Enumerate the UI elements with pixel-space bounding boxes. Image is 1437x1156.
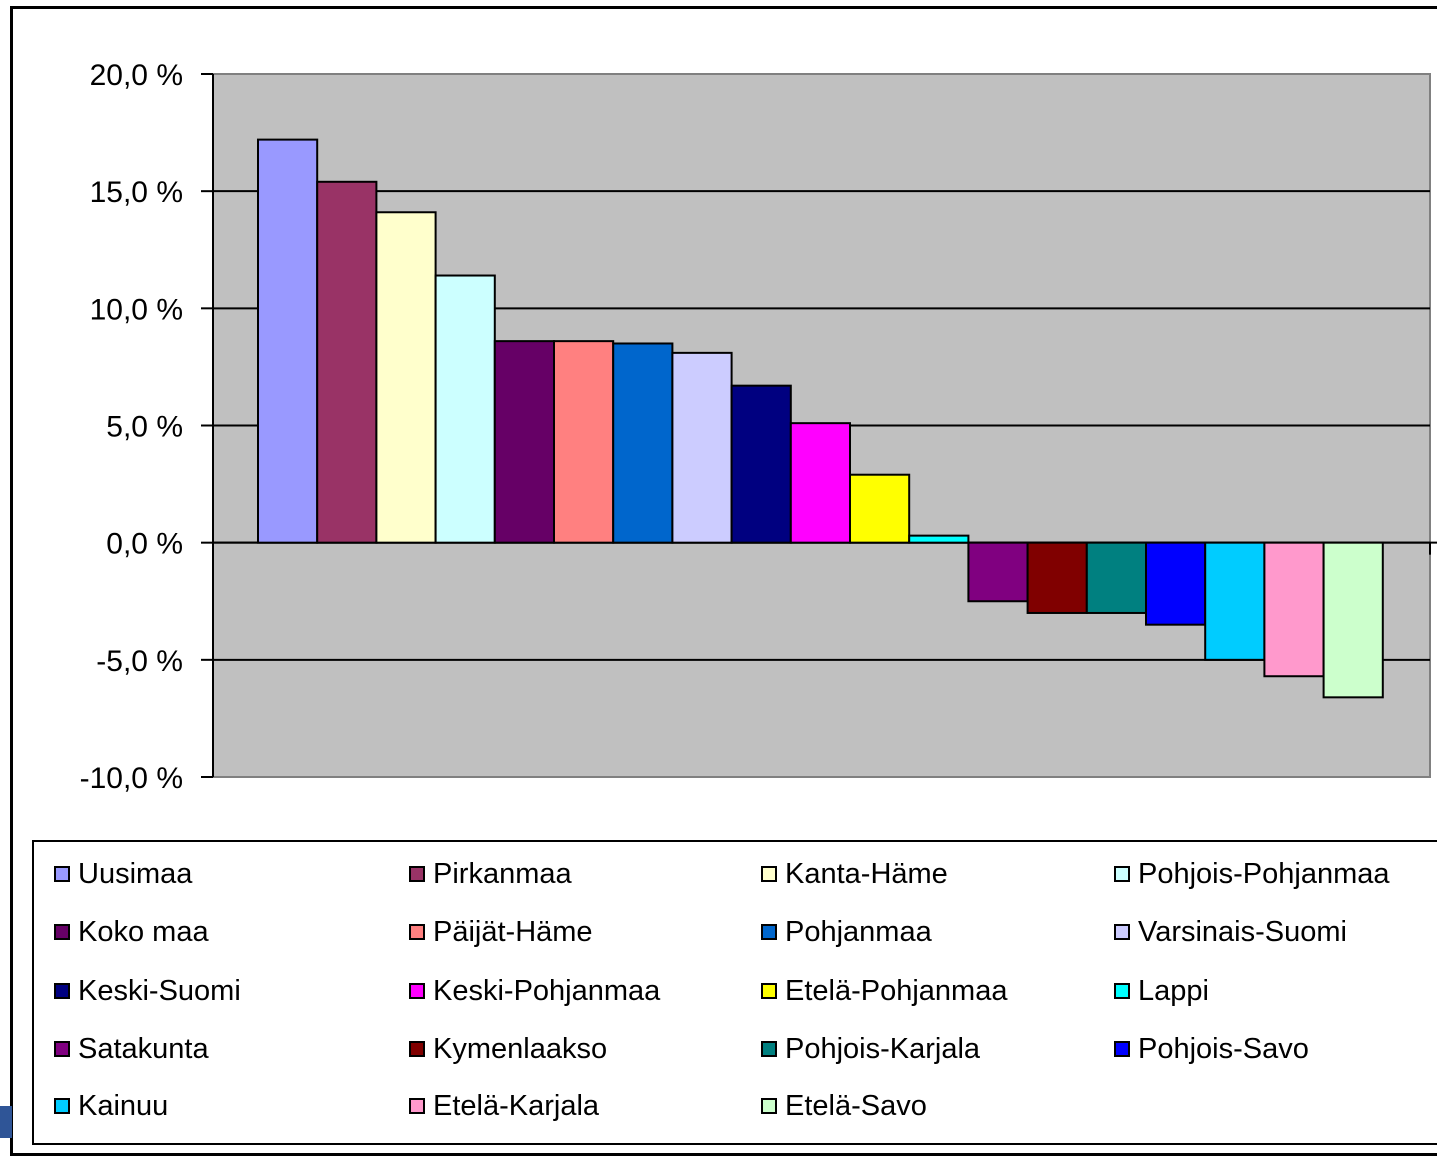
legend-item: Kanta-Häme (761, 856, 948, 892)
legend-item: Koko maa (54, 914, 209, 950)
legend-swatch (54, 866, 70, 882)
legend-item: Kainuu (54, 1088, 168, 1124)
legend-swatch (409, 866, 425, 882)
bar-koko-maa (493, 340, 555, 544)
legend-label: Varsinais-Suomi (1138, 915, 1347, 948)
legend-label: Kainuu (78, 1089, 169, 1122)
y-tick-label: 0,0 % (106, 528, 183, 561)
bar-etelä-karjala (1263, 541, 1325, 678)
bar-pohjois-savo (1145, 541, 1207, 626)
legend-label: Etelä-Savo (785, 1089, 927, 1122)
legend-item: Satakunta (54, 1031, 209, 1067)
bar-chart: 20,0 % 15,0 % 10,0 % 5,0 % 0,0 % -5,0 % -10,0 … (80, 59, 1437, 795)
legend-swatch (409, 1041, 425, 1057)
legend-item: Kymenlaakso (409, 1031, 607, 1067)
legend-label: Etelä-Karjala (433, 1089, 600, 1122)
legend-swatch (761, 1098, 777, 1114)
legend-swatch (761, 866, 777, 882)
legend-label: Keski-Pohjanmaa (433, 974, 661, 1007)
legend-label: Lappi (1138, 974, 1209, 1007)
legend-label: Keski-Suomi (78, 974, 241, 1007)
legend-label: Pohjois-Karjala (785, 1032, 981, 1065)
bar-pohjois-pohjanmaa (434, 274, 496, 544)
legend-item: Etelä-Savo (761, 1088, 927, 1124)
legend-label: Koko maa (78, 915, 209, 948)
bar-kanta-häme (375, 211, 437, 544)
bar-pirkanmaa (316, 180, 378, 544)
legend-item: Pohjois-Pohjanmaa (1114, 856, 1389, 892)
bar-uusimaa (257, 138, 319, 544)
bar-varsinais-suomi (671, 351, 733, 544)
legend-swatch (54, 924, 70, 940)
legend-swatch (761, 983, 777, 999)
bar-kainuu (1204, 541, 1266, 661)
legend-item: Varsinais-Suomi (1114, 914, 1347, 950)
bar-kymenlaakso (1026, 541, 1088, 614)
legend-item: Etelä-Karjala (409, 1088, 599, 1124)
y-tick-label: -5,0 % (96, 645, 183, 678)
bar-pohjois-karjala (1085, 541, 1148, 614)
legend-swatch (1114, 866, 1130, 882)
y-tick-label: 10,0 % (90, 293, 183, 326)
slide-corner-bar (0, 1106, 12, 1138)
y-tick-label: 20,0 % (90, 59, 183, 92)
legend-swatch (54, 1098, 70, 1114)
legend-label: Kymenlaakso (433, 1032, 608, 1065)
legend-swatch (761, 924, 777, 940)
bar-keski-pohjanmaa (789, 422, 851, 544)
legend-swatch (54, 983, 70, 999)
legend-label: Uusimaa (78, 857, 193, 890)
legend-swatch (1114, 924, 1130, 940)
legend-swatch (761, 1041, 777, 1057)
bar-lappi (908, 534, 970, 544)
legend-label: Päijät-Häme (433, 915, 593, 948)
bar-päijät-häme (553, 340, 615, 544)
legend-swatch (54, 1041, 70, 1057)
bar-etelä-pohjanmaa (849, 473, 911, 544)
legend-swatch (1114, 1041, 1130, 1057)
legend-swatch (409, 924, 425, 940)
legend-label: Etelä-Pohjanmaa (785, 974, 1008, 1007)
legend-swatch (409, 983, 425, 999)
legend-swatch (1114, 983, 1130, 999)
y-tick-label: -10,0 % (80, 762, 183, 795)
legend-label: Kanta-Häme (785, 857, 948, 890)
legend-item: Lappi (1114, 973, 1209, 1009)
legend-label: Pirkanmaa (433, 857, 572, 890)
chart-legend: Uusimaa Pirkanmaa Kanta-Häme Pohjois-Pohjan… (32, 840, 1437, 1145)
legend-label: Pohjanmaa (785, 915, 932, 948)
legend-item: Päijät-Häme (409, 914, 593, 950)
legend-label: Pohjois-Savo (1138, 1032, 1309, 1065)
legend-label: Pohjois-Pohjanmaa (1138, 857, 1390, 890)
legend-item: Keski-Pohjanmaa (409, 973, 660, 1009)
legend-item: Etelä-Pohjanmaa (761, 973, 1007, 1009)
bar-satakunta (967, 541, 1029, 603)
legend-item: Uusimaa (54, 856, 192, 892)
bar-keski-suomi (730, 384, 792, 544)
bar-etelä-savo (1322, 541, 1384, 699)
y-tick-label: 5,0 % (106, 411, 183, 444)
legend-item: Pirkanmaa (409, 856, 572, 892)
legend-item: Pohjois-Savo (1114, 1031, 1309, 1067)
bar-pohjanmaa (612, 342, 674, 544)
legend-item: Keski-Suomi (54, 973, 241, 1009)
y-tick-label: 15,0 % (90, 176, 183, 209)
legend-item: Pohjanmaa (761, 914, 932, 950)
legend-item: Pohjois-Karjala (761, 1031, 980, 1067)
legend-label: Satakunta (78, 1032, 209, 1065)
legend-swatch (409, 1098, 425, 1114)
